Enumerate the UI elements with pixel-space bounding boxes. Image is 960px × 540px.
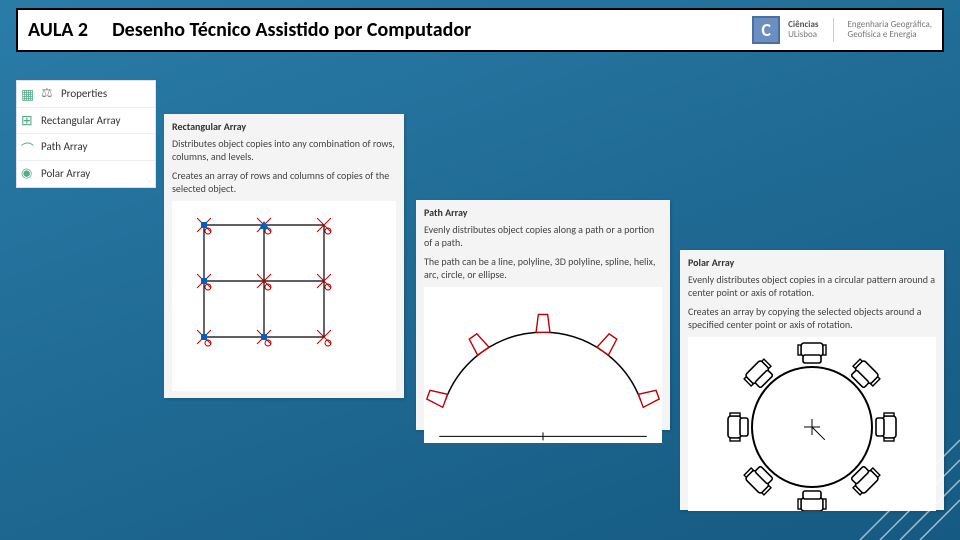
- path-array-icon: [21, 139, 37, 155]
- toolbar-row-polar-array[interactable]: Polar Array: [17, 161, 155, 188]
- toolbar-row-path-array[interactable]: Path Array: [17, 134, 155, 161]
- panel-desc: Evenly distributes object copies in a ci…: [688, 273, 936, 299]
- institution-logo: C Ciências ULisboa Engenharia Geográfica…: [752, 16, 932, 44]
- lesson-number: AULA 2: [28, 18, 88, 42]
- panel-desc: Creates an array by copying the selected…: [688, 305, 936, 331]
- panel-desc: The path can be a line, polyline, 3D pol…: [424, 255, 662, 281]
- logo-text-right: Engenharia Geográfica, Geofísica e Energ…: [848, 20, 932, 40]
- logo-separator: [833, 18, 834, 42]
- toolbar-label: Path Array: [41, 140, 87, 153]
- rect-array-icon: [21, 112, 37, 128]
- panel-desc: Distributes object copies into any combi…: [172, 137, 396, 163]
- array-toolbar: Properties Rectangular Array Path Array …: [16, 80, 156, 188]
- path-array-panel: Path Array Evenly distributes object cop…: [416, 200, 670, 430]
- toolbar-label: Properties: [61, 87, 107, 100]
- toolbar-row-properties[interactable]: Properties: [17, 81, 155, 108]
- logo-text-left: Ciências ULisboa: [788, 20, 818, 40]
- balance-icon: [41, 86, 57, 102]
- toolbar-label: Rectangular Array: [41, 114, 120, 127]
- grid-icon: [21, 86, 37, 102]
- rect-array-diagram: [172, 201, 396, 391]
- panel-title: Path Array: [424, 206, 662, 219]
- polar-array-diagram: [688, 337, 936, 511]
- slide-header: AULA 2 Desenho Técnico Assistido por Com…: [16, 8, 944, 52]
- panel-title: Rectangular Array: [172, 120, 396, 133]
- panel-desc: Evenly distributes object copies along a…: [424, 223, 662, 249]
- toolbar-label: Polar Array: [41, 167, 90, 180]
- polar-array-panel: Polar Array Evenly distributes object co…: [680, 250, 944, 510]
- panel-desc: Creates an array of rows and columns of …: [172, 169, 396, 195]
- polar-array-icon: [21, 166, 37, 182]
- rectangular-array-panel: Rectangular Array Distributes object cop…: [164, 114, 404, 398]
- path-array-diagram: [424, 287, 662, 443]
- slide-title: Desenho Técnico Assistido por Computador: [112, 18, 752, 42]
- logo-c-icon: C: [752, 16, 780, 44]
- toolbar-row-rect-array[interactable]: Rectangular Array: [17, 108, 155, 135]
- panel-title: Polar Array: [688, 256, 936, 269]
